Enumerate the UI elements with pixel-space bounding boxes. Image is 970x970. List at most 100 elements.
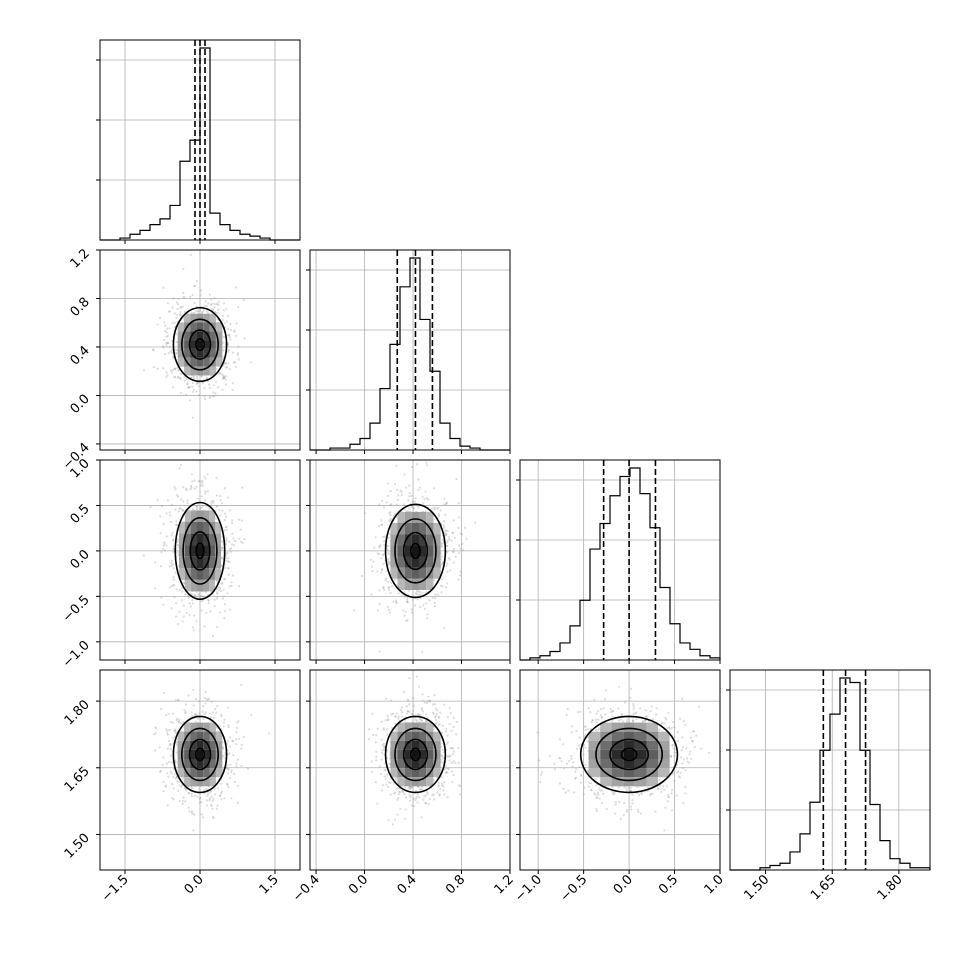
- scatter-point: [167, 712, 170, 715]
- scatter-point: [232, 537, 235, 540]
- density-cell: [397, 740, 405, 750]
- density-cell: [411, 777, 420, 787]
- scatter-point: [215, 504, 218, 508]
- scatter-point: [224, 543, 228, 546]
- panel-frame: [519, 669, 721, 871]
- scatter-point: [394, 818, 397, 821]
- density-cell: [397, 777, 405, 787]
- scatter-point: [173, 485, 176, 489]
- density-cell: [203, 340, 210, 349]
- scatter-point: [396, 798, 399, 801]
- scatter-point: [237, 358, 240, 361]
- scatter-point: [429, 700, 432, 703]
- scatter-point: [195, 377, 199, 380]
- scatter-point: [400, 706, 403, 709]
- scatter-point: [234, 539, 237, 543]
- scatter-point: [370, 593, 373, 596]
- scatter-point: [175, 313, 179, 316]
- scatter-point: [184, 711, 187, 714]
- density-cell: [404, 731, 412, 741]
- scatter-point: [227, 328, 230, 331]
- scatter-point: [588, 781, 591, 785]
- scatter-point: [219, 514, 222, 517]
- scatter-point: [173, 375, 176, 378]
- density-cell: [203, 556, 209, 569]
- scatter-point: [419, 717, 422, 721]
- scatter-point: [176, 495, 180, 498]
- hist-panel-4: [726, 669, 931, 874]
- scatter-point: [211, 807, 214, 810]
- scatter-point: [393, 483, 397, 486]
- density-cells: [177, 722, 223, 787]
- scatter-point: [386, 719, 389, 722]
- scatter-point: [229, 550, 232, 553]
- scatter-point: [192, 377, 195, 380]
- density-cell: [611, 731, 624, 741]
- scatter-point: [573, 777, 577, 780]
- scatter-point: [462, 548, 465, 552]
- density-cell: [419, 545, 427, 557]
- scatter-point: [223, 566, 226, 570]
- scatter-point: [204, 711, 207, 714]
- scatter-point: [415, 675, 418, 678]
- contour-level-4: [409, 542, 421, 560]
- x-tick-label: 1.5: [257, 872, 282, 897]
- scatter-point: [568, 759, 571, 763]
- scatter-point: [227, 334, 231, 337]
- scatter-point: [174, 508, 177, 511]
- scatter-point: [582, 793, 586, 796]
- scatter-point: [204, 398, 207, 401]
- scatter-point: [231, 574, 235, 577]
- scatter-point: [452, 750, 455, 753]
- scatter-point: [425, 802, 428, 805]
- scatter-point: [177, 297, 180, 300]
- scatter-point: [414, 718, 417, 722]
- scatter-point: [215, 597, 219, 600]
- density-cell: [215, 740, 223, 750]
- scatter-point: [225, 537, 228, 540]
- scatter-point: [670, 726, 673, 730]
- scatter-point: [204, 492, 207, 495]
- scatter-point: [425, 591, 428, 594]
- scatter-point: [175, 775, 178, 778]
- scatter-point: [408, 786, 411, 789]
- density-cell: [177, 768, 185, 778]
- scatter-point: [163, 541, 166, 544]
- x-tick-label: 0.5: [656, 872, 681, 897]
- scatter-point: [223, 518, 226, 522]
- scatter-point: [442, 757, 445, 760]
- scatter-point: [382, 586, 385, 589]
- scatter-point: [205, 698, 208, 701]
- scatter-point: [594, 793, 597, 796]
- density-cell: [209, 366, 216, 376]
- scatter-point: [387, 586, 390, 589]
- scatter-point: [217, 588, 221, 591]
- scatter-point: [440, 758, 443, 761]
- scatter-point: [406, 619, 409, 622]
- scatter-point: [389, 781, 392, 785]
- density-cell: [623, 749, 635, 759]
- density-cell: [588, 740, 601, 750]
- scatter-point: [598, 787, 601, 790]
- scatter-point: [162, 603, 165, 606]
- scatter-point: [632, 702, 635, 706]
- scatter-point: [565, 762, 569, 766]
- density-cell: [397, 722, 405, 732]
- scatter-point: [177, 699, 180, 702]
- density-cell: [411, 567, 420, 579]
- scatter-point: [567, 789, 570, 792]
- scatter-point: [181, 305, 184, 308]
- scatter-point: [444, 534, 447, 537]
- scatter-point: [668, 727, 672, 731]
- scatter-point: [406, 601, 409, 604]
- scatter-point: [215, 807, 218, 810]
- density-cell: [190, 313, 197, 323]
- scatter-point: [421, 495, 424, 499]
- scatter-point: [393, 791, 397, 794]
- scatter-point: [213, 708, 217, 711]
- contour-level-2: [394, 727, 437, 782]
- scatter-point: [195, 698, 198, 701]
- x-tick-label: −0.5: [558, 872, 591, 905]
- scatter-point: [180, 372, 183, 375]
- scatter-point: [387, 563, 390, 566]
